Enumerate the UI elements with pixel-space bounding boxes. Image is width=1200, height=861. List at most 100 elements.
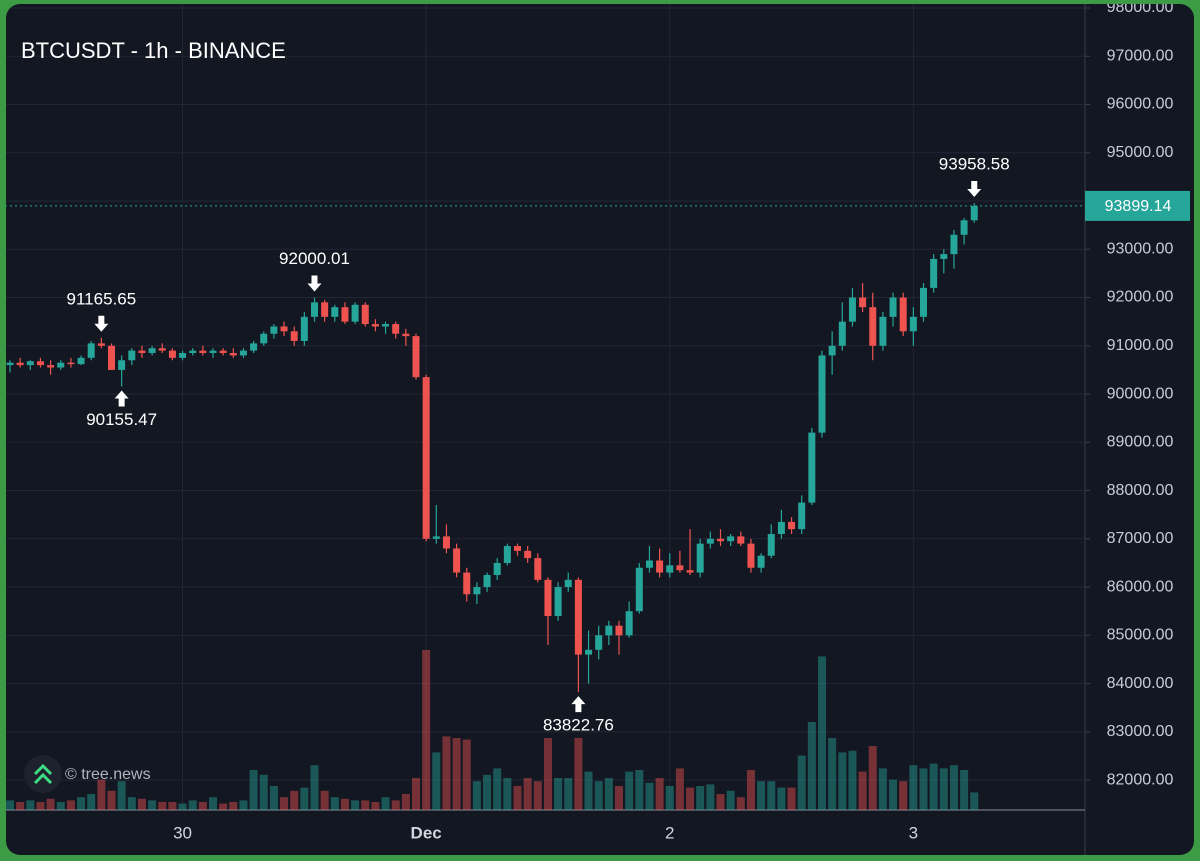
candle-body (128, 350, 136, 361)
volume-bar (320, 790, 329, 810)
volume-bar (970, 792, 979, 810)
candle-body (727, 536, 735, 542)
candle-body (635, 567, 643, 612)
volume-bar (198, 802, 207, 810)
candle-body (747, 543, 755, 568)
annotation-arrow (94, 315, 109, 332)
candle-body (463, 572, 471, 595)
volume-bar (625, 771, 634, 810)
annotation-arrow (967, 181, 982, 198)
candle-body (524, 550, 532, 559)
volume-bar (56, 802, 65, 810)
candle-body (848, 297, 856, 322)
volume-bar (168, 802, 177, 810)
volume-bar (746, 770, 755, 810)
volume-bar (259, 774, 268, 810)
low-label: 90155.47 (86, 410, 157, 429)
volume-bar (351, 800, 360, 810)
candle-body (371, 324, 379, 327)
volume-bar (523, 778, 532, 810)
price-label: 93899.14 (1105, 198, 1172, 215)
volume-bar (828, 738, 837, 810)
candle-body (209, 350, 217, 354)
volume-bar (513, 786, 522, 810)
y-tick-label: 83000.00 (1107, 723, 1174, 740)
volume-bar (188, 800, 197, 810)
candle-body (189, 350, 197, 354)
price-label-box (1085, 190, 1190, 221)
candle-body (168, 350, 176, 358)
candle-body (108, 345, 115, 370)
volume-bar (300, 787, 309, 810)
volume-bar (960, 770, 969, 810)
volume-bar (472, 781, 481, 810)
watermark: © tree.news (65, 766, 151, 783)
candle-body (899, 297, 907, 332)
y-tick-label: 90000.00 (1107, 385, 1174, 402)
volume-bar (543, 738, 552, 810)
volume-bar (868, 746, 877, 810)
candle-body (717, 538, 724, 542)
volume-bar (807, 722, 816, 810)
candle-body (250, 343, 258, 351)
volume-bar (878, 768, 887, 810)
y-tick-label: 85000.00 (1107, 627, 1174, 644)
y-tick-label: 84000.00 (1107, 675, 1174, 692)
candle-body (87, 343, 95, 358)
volume-bar (493, 768, 502, 810)
candle-body (351, 304, 359, 322)
candle-body (361, 304, 369, 325)
volume-bar (117, 781, 126, 810)
chart-title: BTCUSDT - 1h - BINANCE (21, 38, 286, 63)
candle-body (118, 360, 126, 370)
candle-body (6, 362, 14, 366)
candle-body (77, 357, 85, 365)
x-tick-label: 3 (909, 823, 918, 842)
volume-bar (340, 798, 349, 810)
volume-bar (899, 781, 908, 810)
volume-bar (46, 798, 55, 810)
volume-bar (249, 770, 258, 810)
candle-body (950, 234, 958, 255)
candle-body (47, 365, 55, 368)
candle-body (473, 587, 481, 595)
volume-bar (787, 787, 796, 810)
candle-body (199, 350, 207, 354)
candle-body (57, 362, 65, 368)
volume-bar (929, 763, 938, 810)
y-tick-label: 91000.00 (1107, 337, 1174, 354)
volume-bar (442, 736, 451, 810)
candle-body (158, 348, 166, 351)
volume-bar (574, 738, 583, 810)
candle-body (300, 316, 308, 341)
candle-body (392, 324, 400, 334)
y-tick-label: 92000.00 (1107, 289, 1174, 306)
volume-bar (229, 802, 238, 810)
candle-body (239, 350, 247, 356)
volume-bar (716, 794, 725, 810)
candle-body (605, 625, 613, 636)
candle-body (828, 345, 836, 356)
candle-body (940, 254, 948, 259)
volume-bar (361, 800, 370, 810)
candle-body (382, 324, 390, 327)
candle-body (574, 579, 582, 655)
volume-bar (66, 800, 75, 810)
volume-bar (26, 800, 35, 810)
volume-bar (412, 778, 420, 810)
volume-bar (137, 798, 146, 810)
volume-bar (280, 797, 289, 810)
volume-bar (239, 800, 248, 810)
volume-bar (909, 765, 918, 810)
volume-bar (939, 768, 948, 810)
candle-body (422, 377, 430, 539)
candle-body (148, 348, 156, 354)
candle-body (138, 350, 146, 354)
candle-body (737, 536, 745, 544)
volume-bar (107, 790, 116, 810)
candle-body (595, 635, 603, 650)
x-tick-label: 2 (665, 823, 674, 842)
volume-bar (371, 802, 380, 810)
annotation-arrow (114, 390, 129, 407)
